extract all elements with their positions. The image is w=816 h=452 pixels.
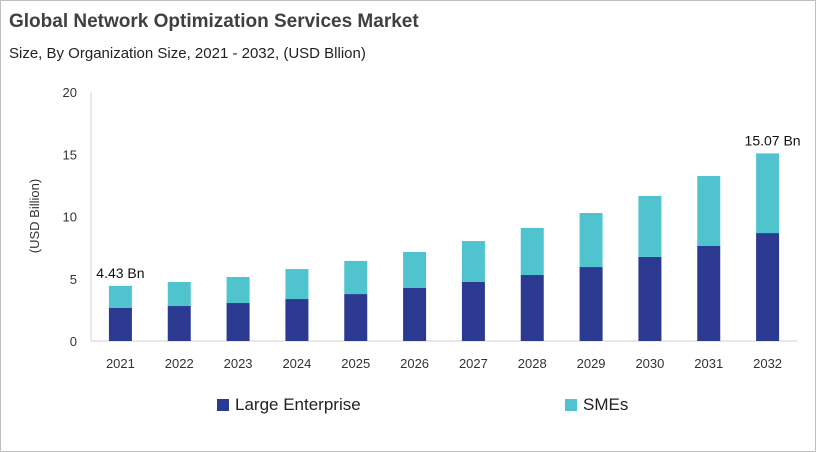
bar-smes-2028 bbox=[520, 227, 544, 276]
bar-smes-2031 bbox=[697, 176, 721, 247]
y-tick-label: 5 bbox=[70, 272, 77, 287]
bar-smes-2027 bbox=[461, 241, 485, 282]
x-tick-label: 2030 bbox=[635, 356, 664, 371]
bar-large-enterprise-2031 bbox=[697, 246, 721, 341]
bar-smes-2022 bbox=[167, 281, 191, 307]
x-tick-label: 2026 bbox=[400, 356, 429, 371]
bar-smes-2024 bbox=[285, 269, 309, 300]
x-tick-label: 2021 bbox=[106, 356, 135, 371]
legend-swatch bbox=[217, 399, 229, 411]
bar-large-enterprise-2024 bbox=[285, 299, 309, 341]
legend-item-large-enterprise: Large Enterprise bbox=[217, 395, 361, 415]
data-label: 4.43 Bn bbox=[96, 265, 144, 281]
bar-large-enterprise-2022 bbox=[167, 306, 191, 341]
bar-large-enterprise-2029 bbox=[579, 267, 603, 341]
bar-smes-2029 bbox=[579, 213, 603, 268]
bar-large-enterprise-2021 bbox=[108, 308, 132, 341]
x-tick-label: 2025 bbox=[341, 356, 370, 371]
bar-smes-2030 bbox=[638, 195, 662, 257]
legend-item-smes: SMEs bbox=[565, 395, 628, 415]
bar-smes-2025 bbox=[344, 260, 368, 295]
chart-subtitle: Size, By Organization Size, 2021 - 2032,… bbox=[9, 45, 366, 62]
bar-smes-2023 bbox=[226, 277, 250, 304]
y-tick-label: 20 bbox=[63, 85, 77, 100]
x-tick-label: 2031 bbox=[694, 356, 723, 371]
y-tick-label: 15 bbox=[63, 147, 77, 162]
bar-large-enterprise-2030 bbox=[638, 256, 662, 341]
x-tick-label: 2029 bbox=[577, 356, 606, 371]
chart-title: Global Network Optimization Services Mar… bbox=[9, 11, 419, 32]
y-axis-label: (USD Billion) bbox=[27, 179, 42, 253]
legend-label: Large Enterprise bbox=[235, 395, 361, 414]
x-tick-label: 2032 bbox=[753, 356, 782, 371]
bar-smes-2026 bbox=[403, 251, 427, 288]
y-tick-label: 10 bbox=[63, 210, 77, 225]
bar-smes-2032 bbox=[756, 153, 780, 234]
legend-label: SMEs bbox=[583, 395, 629, 414]
bar-smes-2021 bbox=[108, 285, 132, 309]
data-label: 15.07 Bn bbox=[745, 132, 801, 148]
bar-large-enterprise-2032 bbox=[756, 233, 780, 341]
legend-swatch bbox=[565, 399, 577, 411]
x-tick-label: 2022 bbox=[165, 356, 194, 371]
x-tick-label: 2027 bbox=[459, 356, 488, 371]
bar-large-enterprise-2027 bbox=[461, 281, 485, 341]
bar-large-enterprise-2023 bbox=[226, 303, 250, 341]
x-tick-label: 2024 bbox=[282, 356, 311, 371]
x-tick-label: 2023 bbox=[224, 356, 253, 371]
bar-large-enterprise-2026 bbox=[403, 287, 427, 341]
x-tick-label: 2028 bbox=[518, 356, 547, 371]
bar-large-enterprise-2025 bbox=[344, 294, 368, 341]
bar-large-enterprise-2028 bbox=[520, 275, 544, 341]
y-tick-label: 0 bbox=[70, 334, 77, 349]
